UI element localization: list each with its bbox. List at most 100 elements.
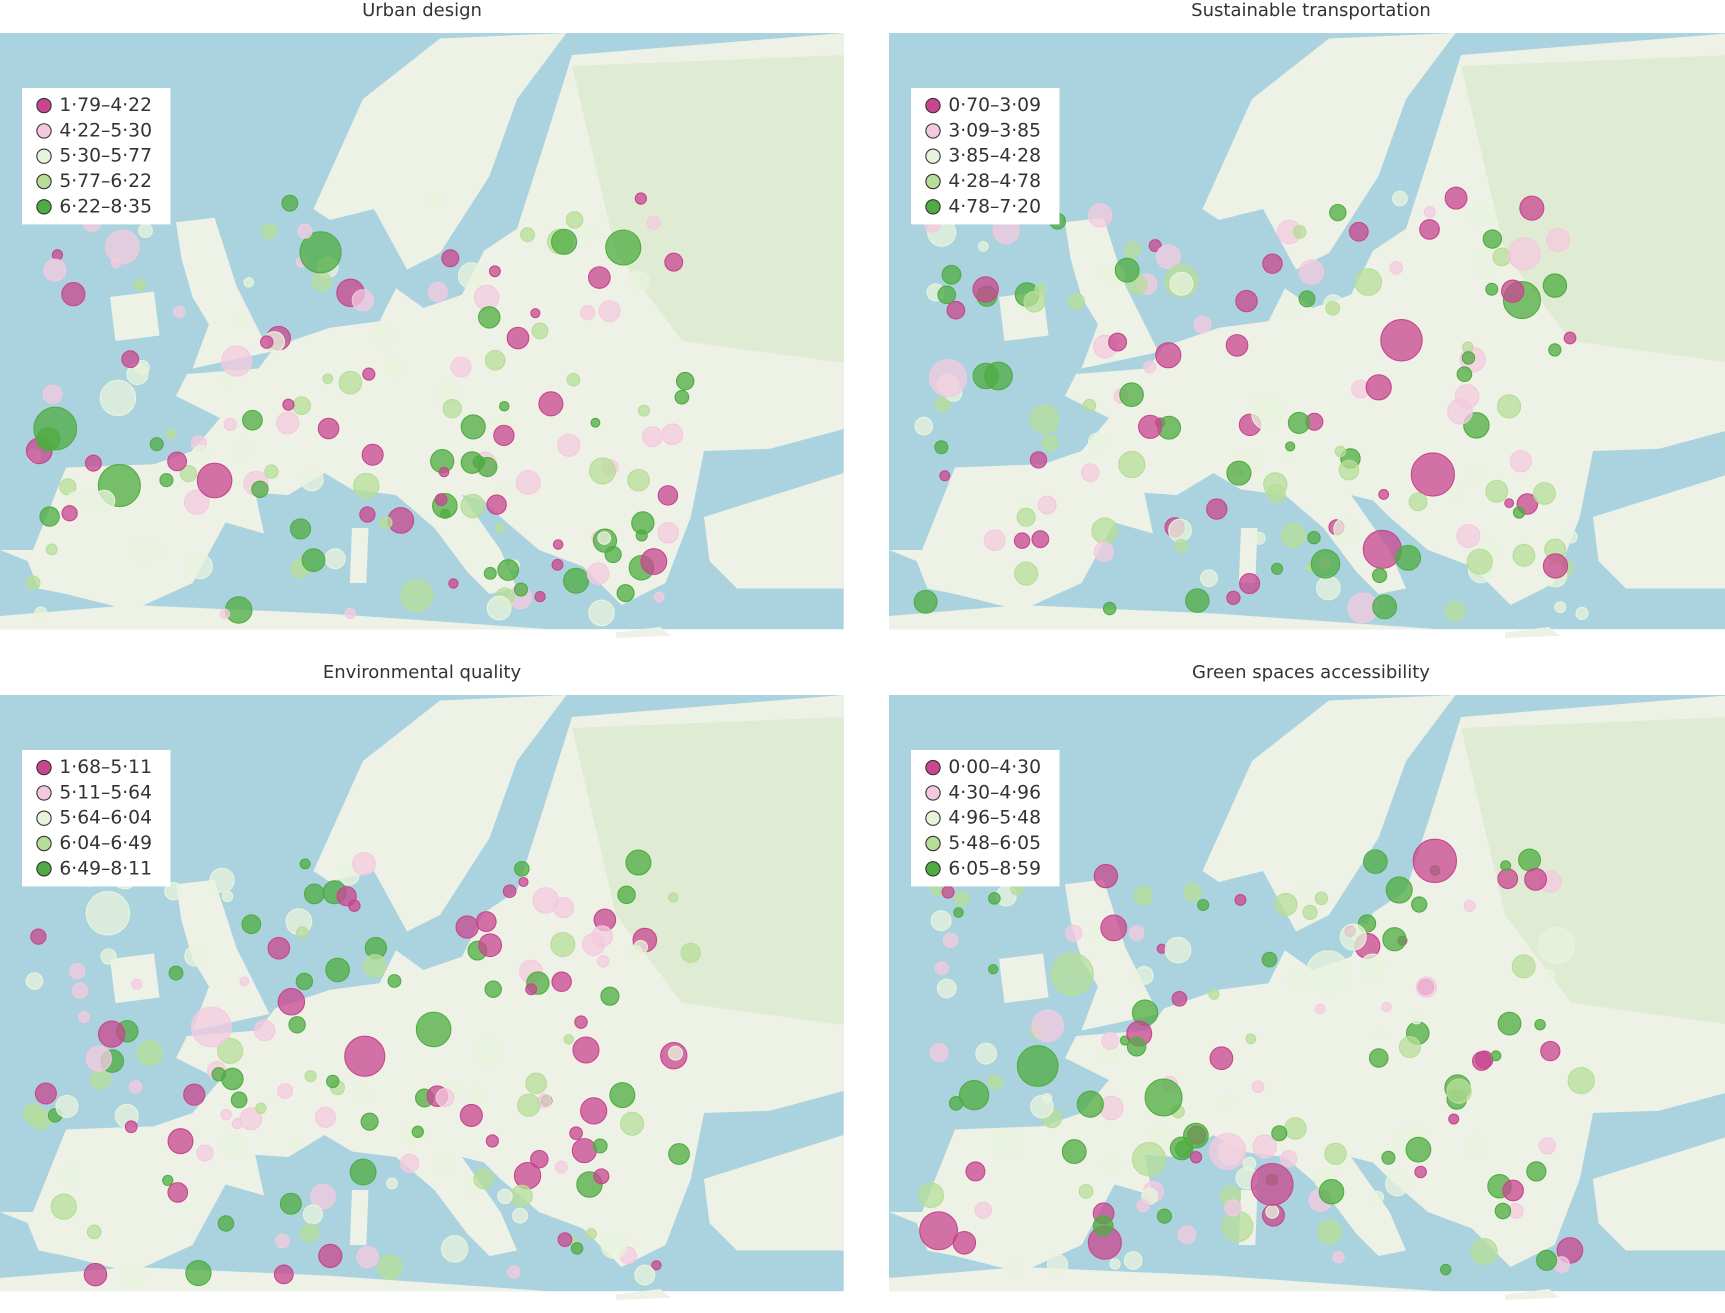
city-marker (983, 529, 1006, 552)
city-marker (507, 1265, 521, 1279)
city-marker (1225, 334, 1249, 357)
city-marker (593, 1168, 610, 1185)
city-marker (33, 406, 78, 451)
city-marker (588, 266, 611, 289)
city-marker (448, 578, 459, 589)
city-marker (1444, 600, 1466, 622)
city-marker (196, 1144, 214, 1162)
city-marker (572, 1036, 600, 1064)
city-marker (580, 225, 596, 242)
city-marker (473, 1036, 503, 1066)
city-marker (1235, 289, 1258, 313)
city-marker (300, 467, 324, 492)
city-marker (318, 1243, 343, 1268)
city-marker (936, 978, 957, 999)
city-marker (557, 433, 581, 457)
city-marker (988, 892, 1001, 905)
city-marker (1444, 186, 1468, 210)
city-marker (122, 1264, 146, 1288)
city-marker (1332, 1250, 1345, 1264)
city-marker (1251, 1080, 1265, 1094)
city-marker (1050, 952, 1094, 996)
city-marker (1310, 549, 1341, 579)
city-marker (506, 326, 530, 350)
city-marker (525, 983, 538, 996)
city-marker (680, 942, 701, 963)
city-marker (359, 506, 376, 523)
city-marker (310, 1183, 336, 1210)
city-marker (552, 539, 564, 550)
legend-swatch (36, 759, 52, 776)
city-marker (219, 608, 231, 620)
city-marker (518, 876, 529, 888)
panel-title: Green spaces accessibility (1192, 662, 1430, 683)
city-marker (668, 1143, 690, 1165)
city-marker (1284, 1117, 1307, 1140)
city-marker (1298, 290, 1316, 308)
city-marker (1302, 904, 1318, 920)
city-marker (230, 1091, 248, 1109)
city-marker (1183, 883, 1202, 902)
city-marker (497, 559, 520, 581)
city-marker (1209, 1132, 1247, 1170)
city-marker (934, 961, 949, 976)
city-marker (634, 1264, 656, 1286)
city-marker (78, 1011, 91, 1024)
city-marker (379, 516, 393, 530)
city-marker (338, 370, 363, 395)
city-marker (1315, 1003, 1326, 1015)
city-marker (387, 974, 402, 988)
city-marker (281, 194, 299, 212)
city-marker (352, 851, 376, 876)
city-marker (1031, 1009, 1065, 1043)
city-marker (1221, 1210, 1254, 1243)
city-marker (55, 1094, 79, 1118)
legend-label: 5·11–5·64 (59, 782, 152, 803)
city-marker (1046, 1254, 1069, 1276)
city-marker (1133, 885, 1154, 906)
city-marker (209, 867, 235, 894)
city-marker (436, 1154, 457, 1175)
city-marker (51, 249, 64, 261)
city-marker (588, 457, 617, 485)
city-marker (497, 1188, 513, 1205)
city-marker (1171, 991, 1188, 1007)
city-marker (39, 506, 60, 527)
city-marker (1382, 927, 1407, 952)
city-marker (1155, 342, 1182, 369)
city-marker (221, 345, 253, 377)
city-marker (100, 948, 117, 965)
city-marker (484, 980, 502, 998)
city-marker (173, 305, 186, 318)
legend-label: 6·22–8·35 (59, 196, 152, 217)
city-marker (1389, 261, 1404, 275)
city-marker (317, 417, 340, 440)
city-marker (1005, 1260, 1020, 1275)
city-marker (604, 545, 622, 564)
city-marker (1500, 860, 1512, 872)
city-marker (1042, 434, 1059, 452)
city-marker (1029, 451, 1048, 469)
legend-label: 5·48–6·05 (948, 833, 1041, 854)
legend: 0·70–3·09 3·09–3·85 3·85–4·28 4·28–4·78 4·78… (911, 88, 1060, 225)
city-marker (1175, 1140, 1193, 1158)
city-marker (190, 1006, 232, 1048)
city-marker (352, 1084, 372, 1103)
city-marker (1536, 1249, 1558, 1271)
city-marker (427, 282, 448, 303)
city-marker (1065, 924, 1083, 942)
map-panel: 1·68–5·11 5·11–5·64 5·64–6·04 6·04–6·49 6·49… (0, 695, 844, 1300)
city-marker (1093, 863, 1119, 889)
legend-swatch (36, 97, 52, 114)
city-marker (1575, 606, 1589, 620)
city-marker (303, 883, 325, 905)
city-marker (1485, 479, 1509, 503)
city-marker (279, 1192, 302, 1215)
city-marker (1124, 241, 1142, 259)
city-marker (1448, 1113, 1460, 1125)
city-marker (242, 409, 263, 431)
legend-label: 5·77–6·22 (59, 171, 152, 192)
city-marker (1274, 892, 1298, 917)
city-marker (1169, 271, 1194, 296)
legend-swatch (925, 759, 941, 776)
